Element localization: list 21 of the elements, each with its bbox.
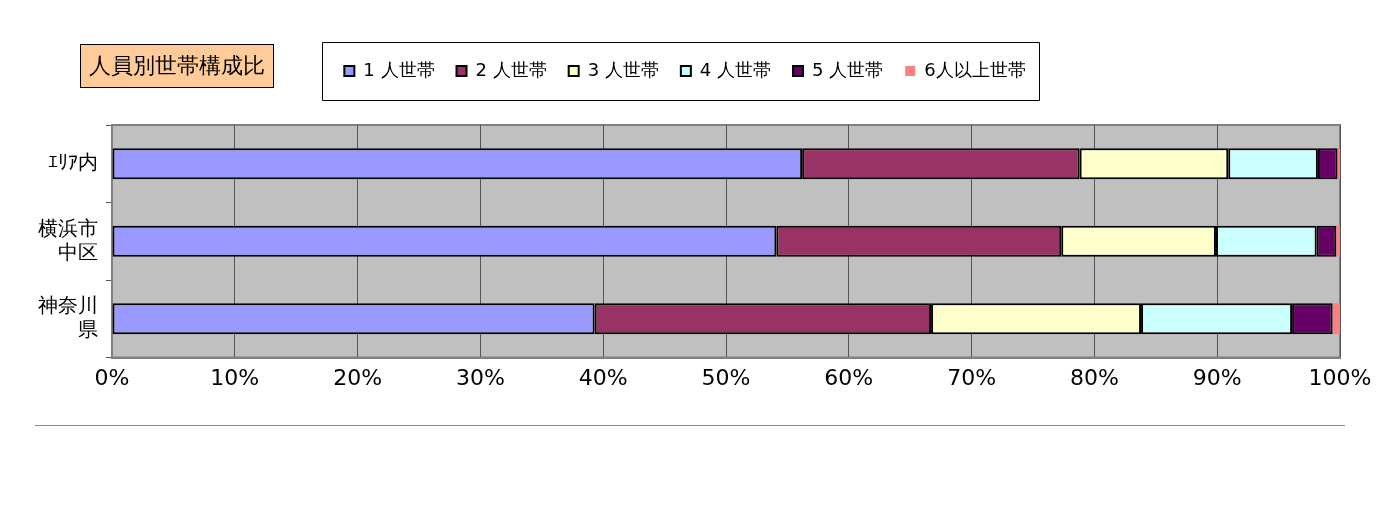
- x-tick-label: 40%: [578, 364, 628, 390]
- y-tick-label: 神奈川県: [38, 293, 98, 342]
- y-tick-label: 横浜市中区: [38, 215, 98, 264]
- legend-label: 6人以上世帯: [924, 58, 1026, 80]
- legend-label: 5 人世帯: [812, 58, 884, 80]
- legend-label: 4 人世帯: [699, 58, 772, 80]
- x-tick-label: 30%: [455, 364, 505, 390]
- legend-label: 3 人世帯: [587, 58, 659, 80]
- x-tick-label: 20%: [333, 364, 383, 390]
- x-tick-label: 90%: [1192, 364, 1242, 390]
- x-tick-label: 0%: [94, 364, 130, 390]
- x-tick-label: 60%: [824, 364, 874, 390]
- legend-label: 1 人世帯: [363, 58, 435, 80]
- x-tick-label: 50%: [701, 364, 751, 390]
- y-tick-label: ｴﾘｱ内: [48, 149, 98, 174]
- x-tick-label: 80%: [1069, 364, 1119, 390]
- x-tick-label: 100%: [1308, 364, 1372, 390]
- chart-title: 人員別世帯構成比: [80, 44, 274, 88]
- legend-label: 2 人世帯: [475, 58, 547, 80]
- x-tick-label: 10%: [210, 364, 260, 390]
- x-tick-label: 70%: [947, 364, 997, 390]
